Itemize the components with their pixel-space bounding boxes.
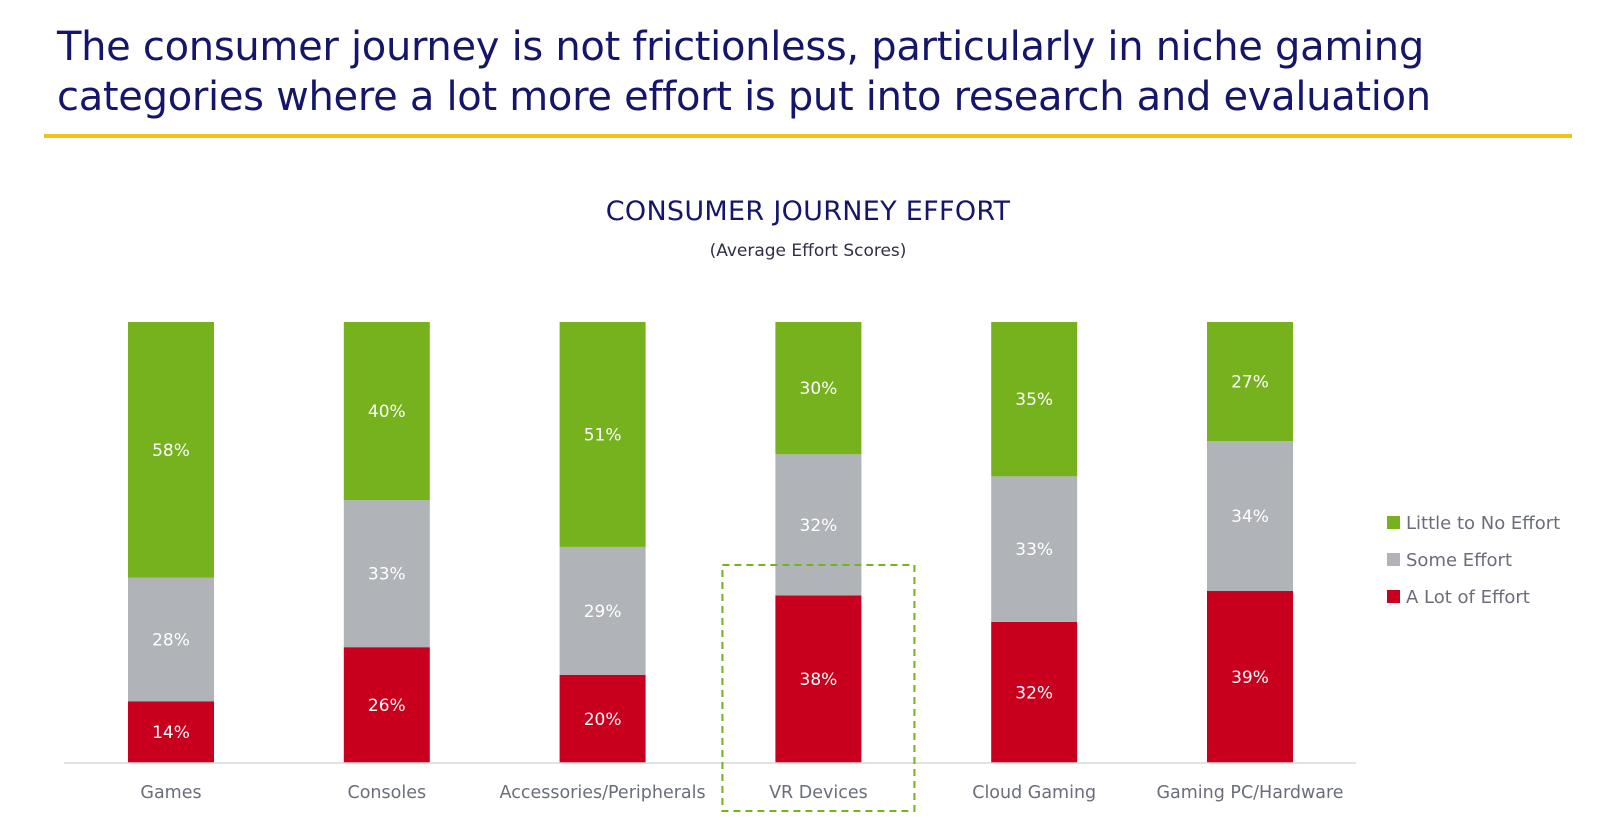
bar-some-effort-consoles — [343, 500, 430, 648]
data-label-little-to-no-effort-vr-devices: 30% — [800, 379, 838, 399]
category-label-cloud-gaming: Cloud Gaming — [972, 783, 1096, 803]
category-label-gaming-pc-hardware: Gaming PC/Hardware — [1156, 783, 1343, 803]
bar-some-effort-vr-devices — [775, 454, 862, 596]
category-label-vr-devices: VR Devices — [769, 783, 868, 803]
bar-little-to-no-effort-gaming-pc-hardware — [1207, 322, 1293, 442]
bar-a-lot-of-effort-cloud-gaming — [991, 621, 1078, 763]
bar-a-lot-of-effort-gaming-pc-hardware — [1207, 591, 1293, 763]
data-label-little-to-no-effort-cloud-gaming: 35% — [1015, 390, 1053, 410]
highlight-layer — [721, 564, 916, 812]
legend-item-some-effort: Some Effort — [1387, 550, 1512, 571]
bar-a-lot-of-effort-consoles — [343, 647, 430, 763]
data-label-a-lot-of-effort-vr-devices: 38% — [800, 670, 838, 690]
chart-title: CONSUMER JOURNEY EFFORT — [606, 196, 1011, 227]
data-label-some-effort-accessories-peripherals: 29% — [584, 602, 622, 622]
bar-some-effort-cloud-gaming — [991, 476, 1078, 622]
legend-item-little-to-no-effort: Little to No Effort — [1387, 513, 1560, 534]
bar-some-effort-gaming-pc-hardware — [1207, 441, 1293, 592]
bar-stack-games: 14% 28% 58% — [128, 322, 214, 763]
data-label-some-effort-vr-devices: 32% — [800, 516, 838, 536]
legend-label-little-to-no-effort: Little to No Effort — [1406, 513, 1560, 534]
legend: Little to No Effort Some Effort A Lot of E… — [1387, 513, 1560, 608]
bar-little-to-no-effort-cloud-gaming — [991, 322, 1078, 477]
title-underline — [44, 134, 1572, 138]
data-label-a-lot-of-effort-games: 14% — [152, 723, 190, 743]
bar-stack-accessories-peripherals: 20% 29% 51% — [559, 322, 646, 763]
bar-a-lot-of-effort-vr-devices — [775, 595, 862, 763]
data-label-a-lot-of-effort-cloud-gaming: 32% — [1015, 683, 1053, 703]
category-label-accessories-peripherals: Accessories/Peripherals — [500, 783, 706, 803]
data-label-little-to-no-effort-consoles: 40% — [368, 402, 406, 422]
bar-little-to-no-effort-accessories-peripherals — [559, 322, 646, 547]
data-label-a-lot-of-effort-consoles: 26% — [368, 696, 406, 716]
bar-stack-cloud-gaming: 32% 33% 35% — [991, 322, 1078, 763]
data-label-some-effort-gaming-pc-hardware: 34% — [1231, 507, 1269, 527]
legend-item-a-lot-of-effort: A Lot of Effort — [1387, 587, 1530, 608]
legend-swatch-a-lot-of-effort — [1387, 590, 1400, 603]
bar-some-effort-games — [128, 577, 214, 702]
data-label-a-lot-of-effort-gaming-pc-hardware: 39% — [1231, 668, 1269, 688]
bar-little-to-no-effort-vr-devices — [775, 322, 862, 455]
bar-a-lot-of-effort-games — [128, 701, 214, 763]
chart-subtitle: (Average Effort Scores) — [710, 241, 907, 261]
page-title-line-1: The consumer journey is not frictionless… — [57, 24, 1424, 70]
bar-a-lot-of-effort-accessories-peripherals — [559, 674, 646, 763]
legend-label-some-effort: Some Effort — [1406, 550, 1512, 571]
data-label-little-to-no-effort-accessories-peripherals: 51% — [584, 425, 622, 445]
legend-swatch-some-effort — [1387, 553, 1400, 566]
data-label-some-effort-cloud-gaming: 33% — [1015, 540, 1053, 560]
highlight-box-vr-devices — [721, 564, 916, 812]
data-label-little-to-no-effort-games: 58% — [152, 441, 190, 461]
page-title-line-2: categories where a lot more effort is pu… — [57, 74, 1431, 120]
data-label-some-effort-consoles: 33% — [368, 565, 406, 585]
bar-stack-gaming-pc-hardware: 39% 34% 27% — [1207, 322, 1293, 763]
bar-some-effort-accessories-peripherals — [559, 546, 646, 675]
bar-little-to-no-effort-consoles — [343, 322, 430, 501]
category-label-consoles: Consoles — [348, 783, 427, 803]
bars-layer: 14%28%58%26%33%40%20%29%51%38%32%30%32%3… — [128, 322, 1293, 763]
data-label-a-lot-of-effort-accessories-peripherals: 20% — [584, 710, 622, 730]
page-title: The consumer journey is not frictionless… — [57, 22, 1577, 122]
bar-stack-consoles: 26% 33% 40% — [343, 322, 430, 763]
data-label-some-effort-games: 28% — [152, 631, 190, 651]
bar-stack-vr-devices: 38% 32% 30% — [775, 322, 862, 763]
legend-swatch-little-to-no-effort — [1387, 516, 1400, 529]
category-labels: Games Consoles Accessories/Peripherals VR D… — [140, 783, 1343, 803]
category-label-games: Games — [140, 783, 201, 803]
data-label-little-to-no-effort-gaming-pc-hardware: 27% — [1231, 373, 1269, 393]
legend-label-a-lot-of-effort: A Lot of Effort — [1406, 587, 1530, 608]
bar-little-to-no-effort-games — [128, 322, 214, 578]
